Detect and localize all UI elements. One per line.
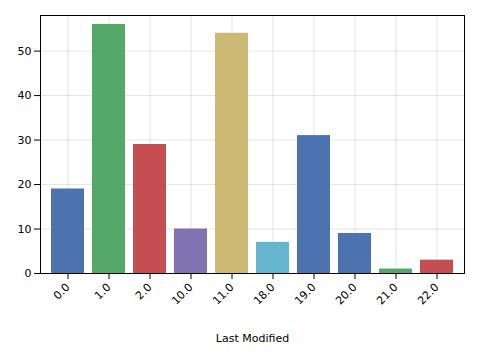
svg-text:Last Modified: Last Modified [216, 332, 289, 345]
svg-text:19.0: 19.0 [292, 281, 319, 308]
svg-text:1.0: 1.0 [92, 281, 114, 303]
svg-text:50: 50 [18, 45, 32, 58]
svg-text:2.0: 2.0 [133, 281, 155, 303]
svg-text:0.0: 0.0 [51, 281, 73, 303]
svg-text:40: 40 [18, 89, 32, 102]
svg-text:18.0: 18.0 [251, 281, 278, 308]
svg-text:30: 30 [18, 134, 32, 147]
svg-text:11.0: 11.0 [210, 281, 237, 308]
svg-text:22.0: 22.0 [415, 281, 442, 308]
svg-text:20: 20 [18, 178, 32, 191]
svg-text:0: 0 [25, 267, 32, 280]
svg-text:20.0: 20.0 [333, 281, 360, 308]
svg-text:10.0: 10.0 [169, 281, 196, 308]
svg-text:10: 10 [18, 223, 32, 236]
svg-text:21.0: 21.0 [374, 281, 401, 308]
